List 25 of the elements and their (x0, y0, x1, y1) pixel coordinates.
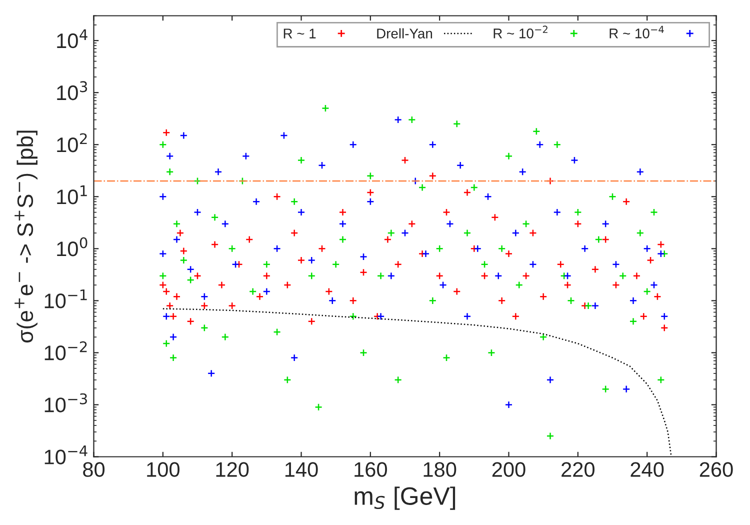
y-tick-label: 10$^{−3}$ (44, 393, 87, 412)
text: σ(e$^{+}$e$^{−}$ -> S$^{+}$S$^{−}$) [pb] (14, 130, 38, 343)
x-axis-title: m$_{S}$ [GeV] (354, 486, 456, 510)
y-tick-label: 10$^{3}$ (57, 81, 88, 100)
y-tick-label: 10$^{1}$ (57, 185, 87, 204)
line-series (162, 308, 672, 457)
x-tick-label: 220 (562, 462, 594, 477)
x-tick-label: 240 (630, 462, 664, 477)
y-tick-label: 10$^{−1}$ (44, 289, 87, 308)
x-tick-label: 140 (285, 462, 318, 477)
y-tick-label: 10$^{−2}$ (44, 341, 87, 360)
x-tick-label: 120 (216, 462, 249, 477)
legend-label: R ~ 10$^{−2}$ (494, 26, 548, 38)
x-tick-label: 160 (354, 462, 387, 477)
legend-label: Drell-Yan (377, 28, 432, 38)
x-tick-label: 80 (83, 462, 105, 477)
legend-label: R ~ 10$^{−4}$ (610, 26, 664, 38)
x-tick-label: 200 (492, 462, 526, 477)
x-tick-label: 100 (147, 462, 180, 477)
y-tick-label: 10$^{4}$ (57, 29, 88, 48)
y-tick-label: 10$^{0}$ (57, 237, 88, 256)
legend-label: R ~ 1 (284, 28, 316, 38)
x-tick-label: 260 (700, 462, 733, 477)
x-tick-label: 180 (424, 462, 456, 477)
y-tick-label: 10$^{2}$ (57, 133, 87, 152)
